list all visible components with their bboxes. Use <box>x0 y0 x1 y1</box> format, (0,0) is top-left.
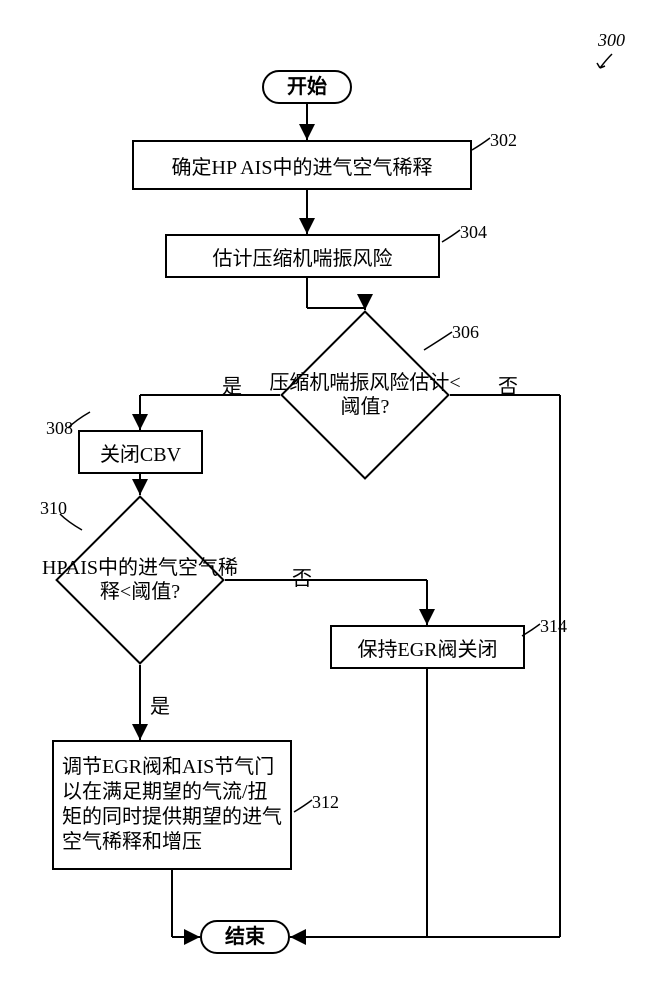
process-304: 估计压缩机喘振风险 <box>165 234 440 278</box>
terminator-end: 结束 <box>200 920 290 954</box>
ref-302: 302 <box>490 130 517 151</box>
process-302: 确定HP AIS中的进气空气稀释 <box>132 140 472 190</box>
flowchart-root: 300 开始 确定HP AIS中的进气空气稀释 估计压缩机喘振风险 压缩机喘振风… <box>0 0 670 1000</box>
terminator-start: 开始 <box>262 70 352 104</box>
figure-number-label: 300 <box>598 30 625 51</box>
process-308: 关闭CBV <box>78 430 203 474</box>
process-314: 保持EGR阀关闭 <box>330 625 525 669</box>
ref-312: 312 <box>312 792 339 813</box>
ref-304: 304 <box>460 222 487 243</box>
ref-314: 314 <box>540 616 567 637</box>
ref-308: 308 <box>46 418 73 439</box>
edge-label-yes-310: 是 <box>150 690 170 719</box>
figure-number-text: 300 <box>598 30 625 50</box>
edge-label-no-310: 否 <box>292 562 312 591</box>
ref-310: 310 <box>40 498 67 519</box>
decision-310-text: HPAIS中的进气空气稀释<阈值? <box>40 535 240 625</box>
process-312: 调节EGR阀和AIS节气门以在满足期望的气流/扭矩的同时提供期望的进气空气稀释和… <box>52 740 292 870</box>
decision-306-text: 压缩机喘振风险估计<阈值? <box>265 350 465 440</box>
edge-label-yes-306: 是 <box>222 370 242 399</box>
ref-306: 306 <box>452 322 479 343</box>
edge-label-no-306: 否 <box>498 370 518 399</box>
